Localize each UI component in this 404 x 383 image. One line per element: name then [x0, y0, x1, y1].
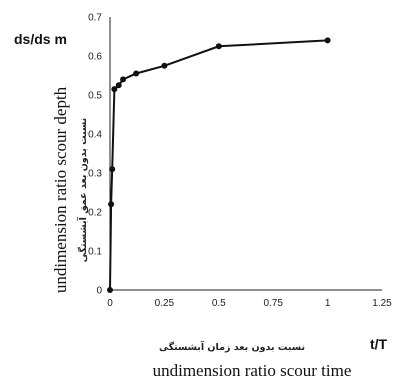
y-tick-label: 0.6 — [88, 52, 102, 63]
y-tick-label: 0.5 — [88, 91, 102, 102]
y-tick-label: 0.2 — [88, 208, 102, 219]
x-tick-label: 1.25 — [372, 298, 392, 309]
data-point — [215, 43, 222, 50]
x-tick-label: 0.5 — [212, 298, 226, 309]
data-point — [111, 86, 118, 93]
y-tick-label: 0.4 — [88, 130, 102, 141]
y-axis-symbol: ds/ds m — [14, 31, 67, 47]
x-axis-label-fa: نسبت بدون بعد زمان آبشستگی — [159, 340, 305, 353]
x-tick-labels: 0 0.25 0.5 0.75 1 1.25 — [107, 298, 392, 309]
data-point — [133, 70, 140, 77]
y-axis-label-en: undimension ratio scour depth — [51, 86, 70, 293]
y-tick-label: 0 — [96, 286, 102, 297]
x-tick-label: 1 — [325, 298, 331, 309]
series-group — [107, 37, 331, 293]
x-tick-label: 0.75 — [263, 298, 283, 309]
data-point — [161, 62, 168, 69]
y-tick-label: 0.3 — [88, 169, 102, 180]
series-line — [109, 39, 328, 291]
data-point — [109, 166, 116, 173]
data-point — [324, 37, 331, 44]
data-point — [120, 76, 127, 83]
y-tick-label: 0.7 — [88, 13, 102, 24]
data-point — [108, 201, 115, 208]
x-axis-label-en: undimension ratio scour time — [153, 361, 352, 380]
axes — [109, 17, 382, 291]
x-tick-label: 0 — [107, 298, 113, 309]
x-axis-symbol: t/T — [370, 336, 388, 352]
y-axis-label-fa: نسبت بدون بعد عمق آبشستگی — [76, 118, 89, 262]
data-point — [115, 82, 122, 89]
data-point — [107, 287, 113, 293]
x-tick-label: 0.25 — [155, 298, 175, 309]
y-tick-label: 0.1 — [88, 247, 102, 258]
y-tick-labels: 0 0.1 0.2 0.3 0.4 0.5 0.6 0.7 — [88, 13, 102, 297]
